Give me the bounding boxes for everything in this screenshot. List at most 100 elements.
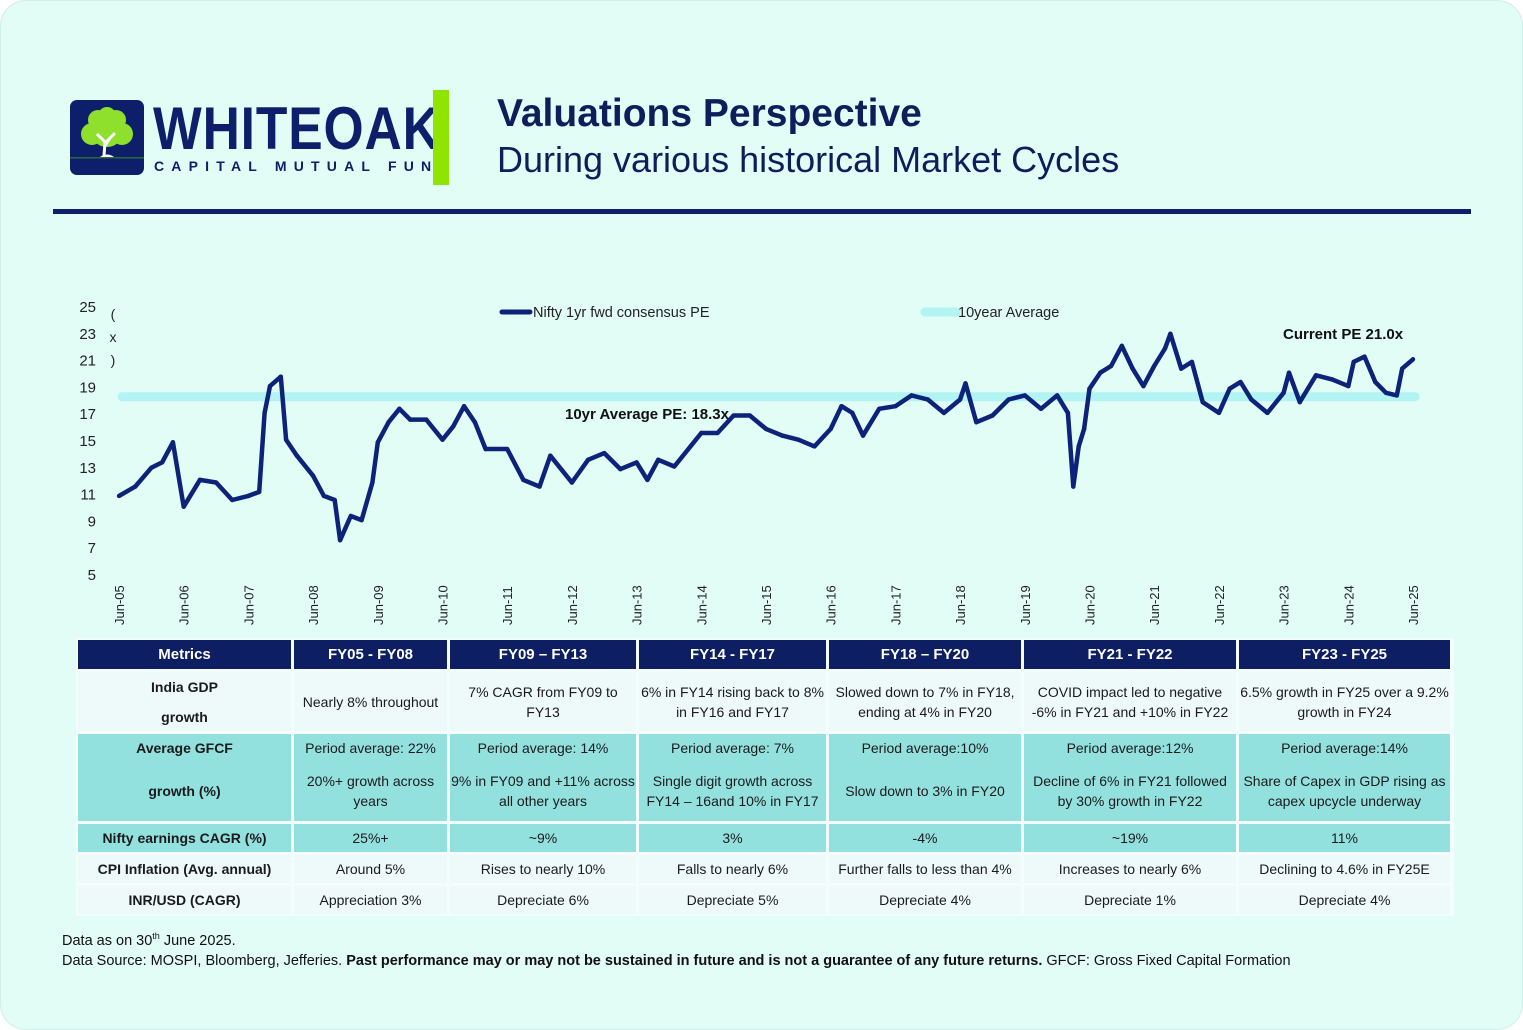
table-cell: ~9% <box>450 824 636 852</box>
pe-data-point <box>957 397 963 402</box>
pe-data-point <box>839 403 844 409</box>
average-pe-annotation: 10yr Average PE: 18.3x <box>565 406 729 423</box>
x-tick-label: Jun-10 <box>436 585 451 625</box>
pe-data-point <box>1168 331 1173 336</box>
pe-data-point <box>262 410 267 416</box>
y-tick-label: 11 <box>80 487 96 504</box>
pe-data-point <box>1189 359 1195 365</box>
pe-data-point <box>602 450 607 456</box>
column-header: FY23 - FY25 <box>1239 640 1450 669</box>
y-tick-label: 25 <box>79 299 96 316</box>
pe-data-point <box>197 477 203 483</box>
table-cell: Declining to 4.6% in FY25E <box>1239 855 1450 883</box>
pe-data-point <box>181 504 186 509</box>
pe-data-point <box>688 444 693 449</box>
x-tick-label: Jun-24 <box>1341 585 1356 625</box>
metric-label-gfcf: Average GFCF <box>78 734 291 761</box>
pe-chart: 5 7 9 11 13 15 17 19 21 23 25 Jun-05 Jun-06 Jun-07 Jun… <box>79 299 1421 625</box>
pe-data-point <box>505 446 510 452</box>
table-cell: Slowed down to 7% in FY18, ending at 4% … <box>829 672 1021 731</box>
pe-data-point <box>283 437 289 442</box>
x-tick-label: Jun-11 <box>500 586 515 625</box>
table-cell: Share of Capex in GDP rising as capex up… <box>1239 761 1450 821</box>
pe-data-point <box>893 403 898 409</box>
pe-data-point <box>424 417 429 422</box>
pe-data-point <box>1249 397 1254 402</box>
pe-data-point <box>375 440 380 445</box>
pe-data-point <box>1351 359 1356 365</box>
pe-data-point <box>1071 484 1076 489</box>
table-cell: 3% <box>639 824 826 852</box>
pe-data-point <box>1346 383 1351 389</box>
legend-label-pe: Nifty 1yr fwd consensus PE <box>533 305 710 321</box>
pe-data-point <box>397 406 402 412</box>
y-tick-label: 19 <box>79 379 96 396</box>
column-header: FY18 – FY20 <box>829 640 1021 669</box>
legend-label-average: 10year Average <box>958 305 1059 321</box>
pe-data-point <box>1265 410 1270 416</box>
disclaimer-text: Past performance may or may not be susta… <box>346 953 1043 969</box>
pe-data-point <box>407 417 413 422</box>
pe-data-point <box>1119 343 1125 349</box>
table-cell: Around 5% <box>294 855 447 883</box>
pe-data-point <box>1297 399 1302 405</box>
table-cell: Rises to nearly 10% <box>450 855 636 883</box>
y-tick-label: 15 <box>79 433 96 450</box>
pe-data-point <box>1087 386 1092 391</box>
x-tick-label: Jun-13 <box>630 585 645 625</box>
table-cell: Depreciate 4% <box>829 886 1021 914</box>
x-tick-label: Jun-12 <box>565 585 580 625</box>
pe-data-point <box>537 484 542 489</box>
pe-data-point <box>618 466 623 472</box>
y-tick-label: 7 <box>88 540 96 557</box>
pe-data-point <box>1373 379 1378 385</box>
pe-data-point <box>877 406 882 412</box>
x-tick-label: Jun-22 <box>1212 585 1227 625</box>
pe-data-point <box>1200 399 1205 405</box>
metric-label-line: growth <box>161 708 208 725</box>
brand-tagline: CAPITAL MUTUAL FUND <box>154 158 456 174</box>
pe-data-point <box>779 433 785 438</box>
data-date-note: Data as on 30th June 2025. <box>62 931 236 949</box>
table-cell: Period average:12% <box>1024 734 1236 761</box>
pe-data-point <box>1394 393 1400 398</box>
pe-data-point <box>1227 386 1232 391</box>
table-cell: COVID impact led to negative -6% in FY21… <box>1024 672 1236 731</box>
pe-data-point <box>645 477 650 483</box>
column-header: FY05 - FY08 <box>294 640 447 669</box>
table-cell: 6% in FY14 rising back to 8% in FY16 and… <box>639 672 826 731</box>
table-cell: Depreciate 5% <box>639 886 826 914</box>
pe-data-point <box>1022 393 1027 398</box>
x-tick-label: Jun-23 <box>1277 585 1292 625</box>
pe-data-point <box>963 381 968 386</box>
nifty-pe-line <box>117 331 1415 543</box>
pe-data-point <box>747 413 753 418</box>
table-cell: Nearly 8% throughout <box>294 672 447 731</box>
pe-data-point <box>1054 393 1060 398</box>
y-tick-label: 17 <box>79 406 96 423</box>
pe-data-point <box>585 457 591 462</box>
x-tick-label: Jun-21 <box>1147 585 1162 625</box>
metric-label-line: India GDP <box>151 678 218 695</box>
pe-data-point <box>159 460 165 465</box>
pe-data-point <box>1076 444 1081 449</box>
pe-data-point <box>925 397 930 402</box>
x-tick-label: Jun-09 <box>371 585 386 625</box>
pe-data-point <box>1216 410 1222 416</box>
pe-data-point <box>246 493 251 499</box>
pe-data-point <box>483 446 488 452</box>
pe-data-point <box>521 477 526 483</box>
pe-data-point <box>256 489 262 495</box>
pe-data-point <box>1281 390 1286 395</box>
brand-name: WHITEOAK <box>153 95 441 162</box>
metric-label-nifty: Nifty earnings CAGR (%) <box>78 824 291 852</box>
pe-data-point <box>828 426 833 432</box>
pe-data-point <box>310 473 316 479</box>
x-tick-label: Jun-25 <box>1406 585 1421 625</box>
pe-data-point <box>1383 390 1389 395</box>
x-tick-label: Jun-06 <box>177 585 192 625</box>
table-cell: Period average: 14% <box>450 734 636 761</box>
table-cell: Increases to nearly 6% <box>1024 855 1236 883</box>
pe-data-point <box>472 420 478 425</box>
x-tick-label: Jun-14 <box>694 585 709 625</box>
